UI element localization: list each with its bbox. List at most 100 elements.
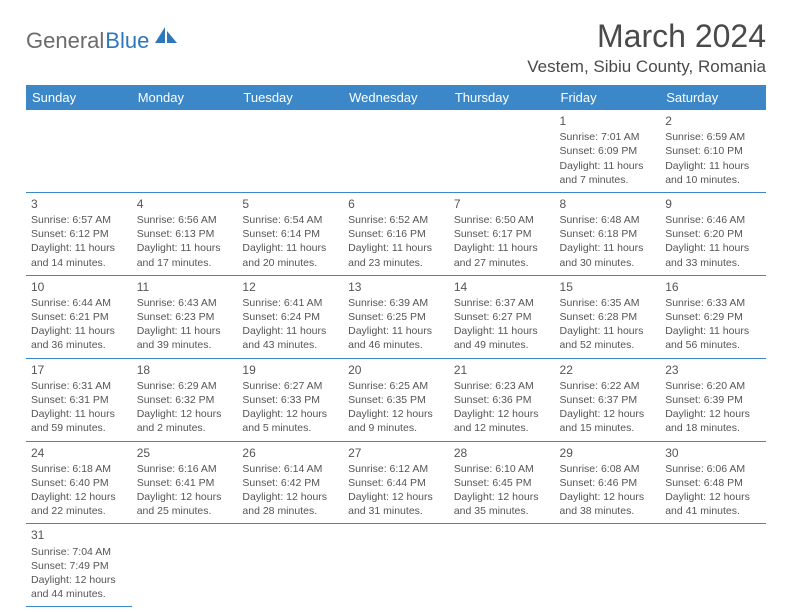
sun-info-line: and 52 minutes. (560, 338, 656, 352)
sun-info-line: Sunrise: 6:48 AM (560, 213, 656, 227)
sun-info-line: and 35 minutes. (454, 504, 550, 518)
day-number: 23 (665, 362, 761, 378)
sun-info-line: and 46 minutes. (348, 338, 444, 352)
calendar-cell: 4Sunrise: 6:56 AMSunset: 6:13 PMDaylight… (132, 192, 238, 275)
calendar-cell (660, 524, 766, 607)
day-number: 20 (348, 362, 444, 378)
sun-info-line: and 18 minutes. (665, 421, 761, 435)
logo-sail-icon (153, 25, 179, 51)
sun-info-line: Sunset: 6:39 PM (665, 393, 761, 407)
calendar-cell (26, 110, 132, 192)
calendar-cell: 23Sunrise: 6:20 AMSunset: 6:39 PMDayligh… (660, 358, 766, 441)
sun-info-line: and 9 minutes. (348, 421, 444, 435)
header: GeneralBlue March 2024 Vestem, Sibiu Cou… (26, 18, 766, 77)
sun-info-line: Sunset: 6:23 PM (137, 310, 233, 324)
calendar-cell: 6Sunrise: 6:52 AMSunset: 6:16 PMDaylight… (343, 192, 449, 275)
calendar-cell: 14Sunrise: 6:37 AMSunset: 6:27 PMDayligh… (449, 275, 555, 358)
sun-info-line: Sunset: 6:27 PM (454, 310, 550, 324)
day-number: 31 (31, 527, 127, 543)
day-number: 11 (137, 279, 233, 295)
day-number: 29 (560, 445, 656, 461)
sun-info-line: Sunset: 6:31 PM (31, 393, 127, 407)
page-title: March 2024 (527, 18, 766, 55)
logo-text-general: General (26, 28, 104, 54)
sun-info-line: and 38 minutes. (560, 504, 656, 518)
sun-info-line: and 28 minutes. (242, 504, 338, 518)
sun-info-line: Daylight: 11 hours (242, 241, 338, 255)
sun-info-line: and 36 minutes. (31, 338, 127, 352)
sun-info-line: Daylight: 11 hours (31, 407, 127, 421)
sun-info-line: and 17 minutes. (137, 256, 233, 270)
sun-info-line: Sunrise: 6:16 AM (137, 462, 233, 476)
calendar-cell: 20Sunrise: 6:25 AMSunset: 6:35 PMDayligh… (343, 358, 449, 441)
day-number: 6 (348, 196, 444, 212)
sun-info-line: Sunrise: 6:27 AM (242, 379, 338, 393)
sun-info-line: and 33 minutes. (665, 256, 761, 270)
sun-info-line: Sunset: 6:48 PM (665, 476, 761, 490)
sun-info-line: and 31 minutes. (348, 504, 444, 518)
sun-info-line: Sunrise: 6:08 AM (560, 462, 656, 476)
sun-info-line: and 10 minutes. (665, 173, 761, 187)
sun-info-line: Daylight: 11 hours (137, 324, 233, 338)
sun-info-line: Daylight: 12 hours (560, 407, 656, 421)
calendar-cell (132, 110, 238, 192)
calendar-header-row: SundayMondayTuesdayWednesdayThursdayFrid… (26, 85, 766, 110)
day-number: 15 (560, 279, 656, 295)
calendar-cell (449, 524, 555, 607)
sun-info-line: Sunrise: 6:14 AM (242, 462, 338, 476)
sun-info-line: Daylight: 12 hours (31, 573, 127, 587)
day-header: Friday (555, 85, 661, 110)
calendar-cell: 1Sunrise: 7:01 AMSunset: 6:09 PMDaylight… (555, 110, 661, 192)
day-number: 19 (242, 362, 338, 378)
sun-info-line: Sunset: 6:40 PM (31, 476, 127, 490)
sun-info-line: and 41 minutes. (665, 504, 761, 518)
sun-info-line: Sunrise: 6:39 AM (348, 296, 444, 310)
day-header: Sunday (26, 85, 132, 110)
day-number: 21 (454, 362, 550, 378)
calendar-cell: 15Sunrise: 6:35 AMSunset: 6:28 PMDayligh… (555, 275, 661, 358)
sun-info-line: Sunrise: 7:01 AM (560, 130, 656, 144)
calendar-cell: 29Sunrise: 6:08 AMSunset: 6:46 PMDayligh… (555, 441, 661, 524)
day-header: Saturday (660, 85, 766, 110)
sun-info-line: Sunrise: 6:59 AM (665, 130, 761, 144)
sun-info-line: and 12 minutes. (454, 421, 550, 435)
calendar-cell: 26Sunrise: 6:14 AMSunset: 6:42 PMDayligh… (237, 441, 343, 524)
sun-info-line: Daylight: 12 hours (348, 407, 444, 421)
sun-info-line: Sunset: 6:46 PM (560, 476, 656, 490)
logo: GeneralBlue (26, 18, 179, 54)
sun-info-line: Daylight: 11 hours (137, 241, 233, 255)
day-number: 9 (665, 196, 761, 212)
calendar-cell: 21Sunrise: 6:23 AMSunset: 6:36 PMDayligh… (449, 358, 555, 441)
day-number: 4 (137, 196, 233, 212)
sun-info-line: Sunrise: 6:29 AM (137, 379, 233, 393)
sun-info-line: Daylight: 12 hours (454, 407, 550, 421)
sun-info-line: Daylight: 12 hours (242, 490, 338, 504)
sun-info-line: Daylight: 12 hours (242, 407, 338, 421)
day-number: 12 (242, 279, 338, 295)
sun-info-line: and 22 minutes. (31, 504, 127, 518)
calendar-cell: 22Sunrise: 6:22 AMSunset: 6:37 PMDayligh… (555, 358, 661, 441)
sun-info-line: and 25 minutes. (137, 504, 233, 518)
sun-info-line: Sunrise: 6:12 AM (348, 462, 444, 476)
calendar-cell: 19Sunrise: 6:27 AMSunset: 6:33 PMDayligh… (237, 358, 343, 441)
sun-info-line: Sunset: 6:12 PM (31, 227, 127, 241)
sun-info-line: Daylight: 11 hours (665, 241, 761, 255)
sun-info-line: Sunset: 6:44 PM (348, 476, 444, 490)
sun-info-line: Sunrise: 6:57 AM (31, 213, 127, 227)
calendar-cell (555, 524, 661, 607)
sun-info-line: Daylight: 12 hours (348, 490, 444, 504)
sun-info-line: Sunset: 6:21 PM (31, 310, 127, 324)
sun-info-line: Daylight: 11 hours (31, 241, 127, 255)
sun-info-line: Daylight: 11 hours (242, 324, 338, 338)
day-number: 16 (665, 279, 761, 295)
sun-info-line: and 30 minutes. (560, 256, 656, 270)
day-number: 8 (560, 196, 656, 212)
sun-info-line: Sunrise: 6:10 AM (454, 462, 550, 476)
sun-info-line: Sunset: 6:13 PM (137, 227, 233, 241)
day-number: 22 (560, 362, 656, 378)
sun-info-line: Sunset: 6:36 PM (454, 393, 550, 407)
calendar-cell: 17Sunrise: 6:31 AMSunset: 6:31 PMDayligh… (26, 358, 132, 441)
sun-info-line: Daylight: 12 hours (137, 490, 233, 504)
day-number: 17 (31, 362, 127, 378)
calendar-cell: 27Sunrise: 6:12 AMSunset: 6:44 PMDayligh… (343, 441, 449, 524)
